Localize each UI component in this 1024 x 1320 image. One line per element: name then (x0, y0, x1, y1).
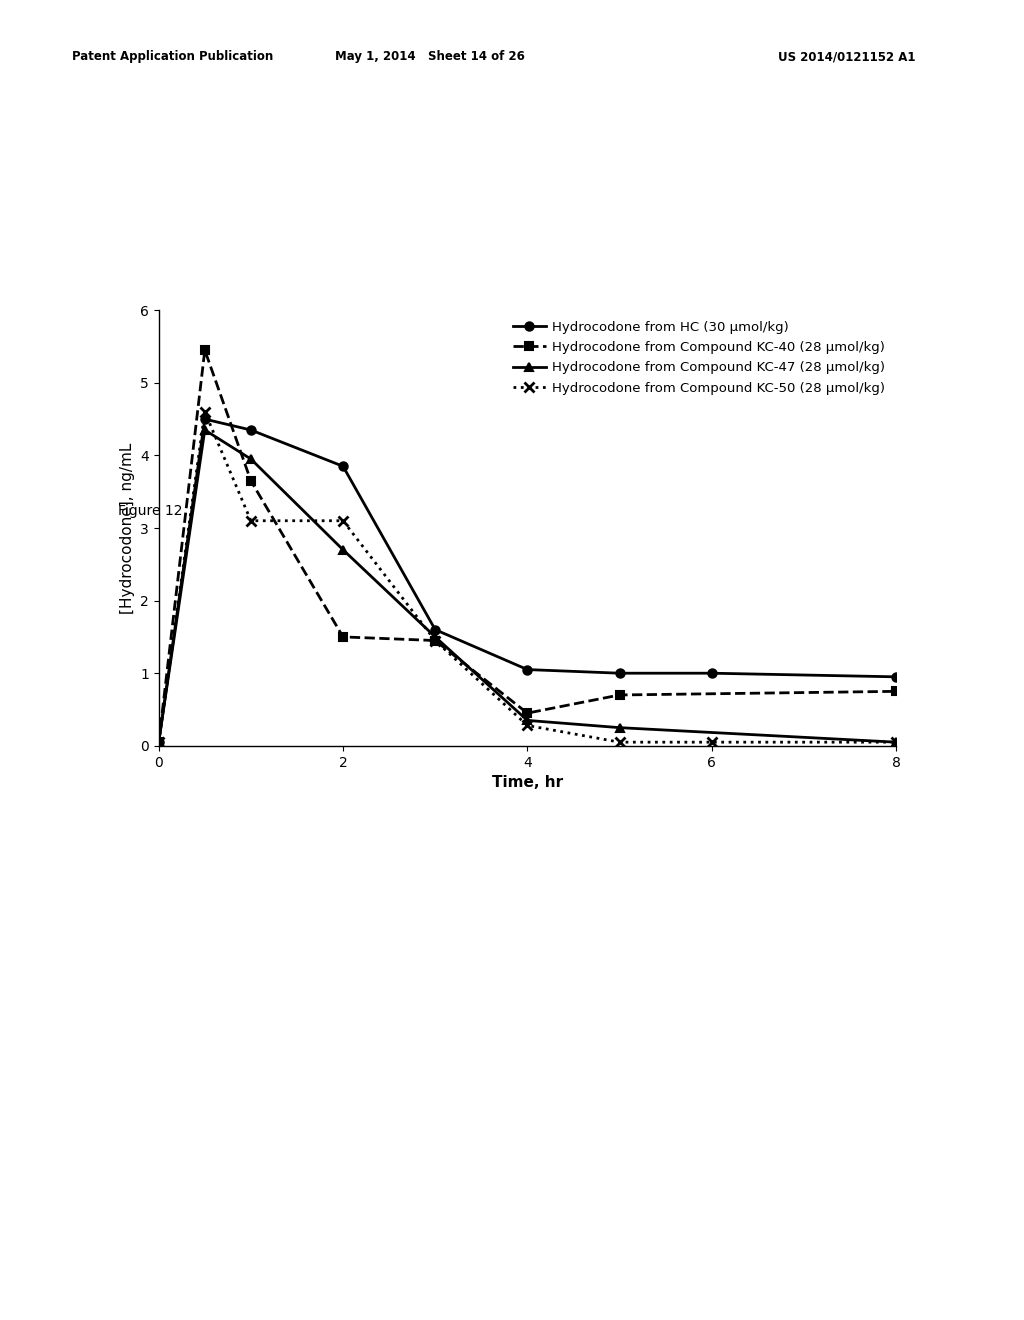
Hydrocodone from HC (30 μmol/kg) (613, 665, 626, 681)
Hydrocodone from Compound KC-47 (28 μmol/kg) (245, 451, 257, 467)
Hydrocodone from HC (30 μmol/kg) (706, 665, 718, 681)
Hydrocodone from Compound KC-40 (28 μmol/kg) (245, 473, 257, 488)
X-axis label: Time, hr: Time, hr (492, 775, 563, 791)
Hydrocodone from Compound KC-47 (28 μmol/kg) (521, 713, 534, 729)
Hydrocodone from Compound KC-50 (28 μmol/kg) (890, 734, 902, 750)
Hydrocodone from Compound KC-50 (28 μmol/kg) (613, 734, 626, 750)
Hydrocodone from HC (30 μmol/kg) (521, 661, 534, 677)
Text: US 2014/0121152 A1: US 2014/0121152 A1 (778, 50, 915, 63)
Line: Hydrocodone from Compound KC-40 (28 μmol/kg): Hydrocodone from Compound KC-40 (28 μmol… (155, 346, 900, 746)
Hydrocodone from HC (30 μmol/kg) (890, 669, 902, 685)
Hydrocodone from HC (30 μmol/kg) (337, 458, 349, 474)
Hydrocodone from Compound KC-40 (28 μmol/kg) (337, 628, 349, 644)
Hydrocodone from Compound KC-40 (28 μmol/kg) (153, 734, 165, 750)
Hydrocodone from HC (30 μmol/kg) (245, 422, 257, 438)
Hydrocodone from Compound KC-40 (28 μmol/kg) (613, 686, 626, 702)
Text: May 1, 2014   Sheet 14 of 26: May 1, 2014 Sheet 14 of 26 (335, 50, 525, 63)
Hydrocodone from Compound KC-50 (28 μmol/kg) (521, 718, 534, 734)
Line: Hydrocodone from Compound KC-50 (28 μmol/kg): Hydrocodone from Compound KC-50 (28 μmol… (154, 407, 901, 747)
Hydrocodone from HC (30 μmol/kg) (199, 411, 211, 426)
Hydrocodone from Compound KC-47 (28 μmol/kg) (337, 541, 349, 557)
Hydrocodone from Compound KC-50 (28 μmol/kg) (199, 404, 211, 420)
Hydrocodone from HC (30 μmol/kg) (153, 734, 165, 750)
Legend: Hydrocodone from HC (30 μmol/kg), Hydrocodone from Compound KC-40 (28 μmol/kg), : Hydrocodone from HC (30 μmol/kg), Hydroc… (509, 317, 890, 399)
Y-axis label: [Hydrocodone], ng/mL: [Hydrocodone], ng/mL (120, 442, 134, 614)
Hydrocodone from Compound KC-50 (28 μmol/kg) (429, 632, 441, 648)
Hydrocodone from Compound KC-47 (28 μmol/kg) (153, 734, 165, 750)
Line: Hydrocodone from Compound KC-47 (28 μmol/kg): Hydrocodone from Compound KC-47 (28 μmol… (155, 426, 900, 746)
Hydrocodone from Compound KC-47 (28 μmol/kg) (429, 628, 441, 644)
Hydrocodone from Compound KC-47 (28 μmol/kg) (890, 734, 902, 750)
Hydrocodone from Compound KC-40 (28 μmol/kg) (429, 632, 441, 648)
Hydrocodone from Compound KC-40 (28 μmol/kg) (521, 705, 534, 721)
Text: Figure 12: Figure 12 (118, 504, 182, 519)
Hydrocodone from Compound KC-47 (28 μmol/kg) (613, 719, 626, 735)
Hydrocodone from Compound KC-50 (28 μmol/kg) (706, 734, 718, 750)
Line: Hydrocodone from HC (30 μmol/kg): Hydrocodone from HC (30 μmol/kg) (155, 414, 900, 746)
Hydrocodone from HC (30 μmol/kg) (429, 622, 441, 638)
Hydrocodone from Compound KC-40 (28 μmol/kg) (199, 342, 211, 358)
Hydrocodone from Compound KC-50 (28 μmol/kg) (337, 512, 349, 528)
Text: Patent Application Publication: Patent Application Publication (72, 50, 273, 63)
Hydrocodone from Compound KC-47 (28 μmol/kg) (199, 422, 211, 438)
Hydrocodone from Compound KC-50 (28 μmol/kg) (153, 734, 165, 750)
Hydrocodone from Compound KC-40 (28 μmol/kg) (890, 684, 902, 700)
Hydrocodone from Compound KC-50 (28 μmol/kg) (245, 512, 257, 528)
